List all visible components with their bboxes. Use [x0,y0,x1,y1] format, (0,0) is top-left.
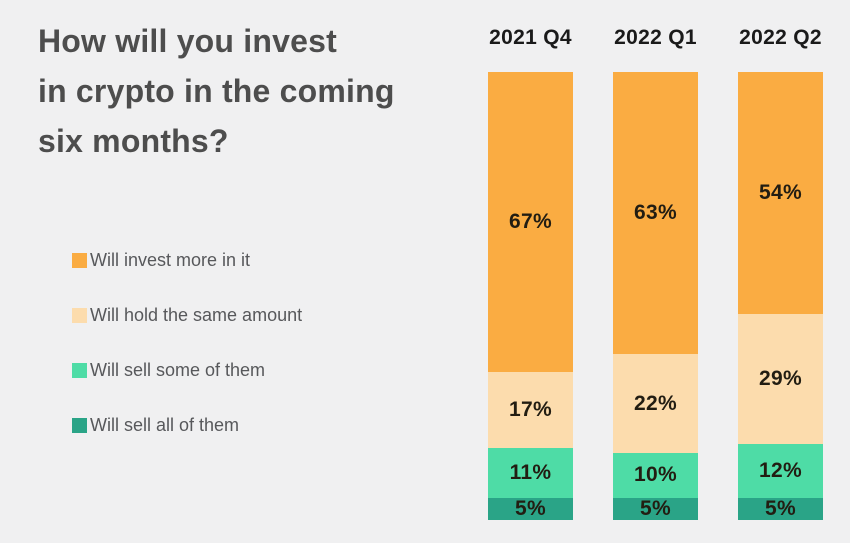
segment-value-label: 5% [765,496,796,520]
chart-title-line-2: in crypto in the coming [38,73,395,109]
legend-swatch-icon [72,418,87,433]
bar-column: 2022 Q2 54% 29% 12% 5% [738,26,823,520]
bar-segment-will-hold-the-same-amount: 29% [738,313,823,444]
bar-segment-will-sell-some-of-them: 10% [613,452,698,498]
stacked-bar: 54% 29% 12% 5% [738,72,823,520]
chart-title-line-1: How will you invest [38,23,337,59]
bar-segment-will-invest-more-in-it: 67% [488,72,573,373]
column-header: 2022 Q1 [614,26,697,49]
legend-label: Will hold the same amount [90,305,303,325]
segment-value-label: 10% [634,463,677,487]
legend-item: Will invest more in it [72,250,302,271]
column-header: 2021 Q4 [489,26,572,49]
bar-column: 2022 Q1 63% 22% 10% 5% [613,26,698,520]
legend-item: Will sell some of them [72,360,302,381]
stacked-bar: 63% 22% 10% 5% [613,72,698,520]
legend-swatch-icon [72,363,87,378]
segment-value-label: 67% [509,210,552,234]
bar-segment-will-hold-the-same-amount: 17% [488,372,573,449]
chart-title: How will you invest in crypto in the com… [38,16,395,166]
bar-segment-will-sell-some-of-them: 12% [738,443,823,498]
legend-item: Will hold the same amount [72,305,302,326]
segment-value-label: 5% [640,496,671,520]
segment-value-label: 29% [759,366,802,390]
bar-segment-will-invest-more-in-it: 54% [738,72,823,314]
segment-value-label: 63% [634,201,677,225]
segment-value-label: 54% [759,180,802,204]
segment-value-label: 11% [509,460,552,484]
bar-segment-will-sell-all-of-them: 5% [488,496,573,520]
legend-label: Will sell all of them [90,415,240,435]
bar-segment-will-sell-all-of-them: 5% [738,496,823,520]
legend-item: Will sell all of them [72,415,302,436]
legend-label: Will sell some of them [90,360,266,380]
bar-segment-will-invest-more-in-it: 63% [613,72,698,355]
segment-value-label: 12% [759,458,802,482]
segment-value-label: 17% [509,398,552,422]
legend: Will invest more in it Will hold the same… [72,250,302,436]
stacked-bar: 67% 17% 11% 5% [488,72,573,520]
chart-title-line-3: six months? [38,123,229,159]
segment-value-label: 22% [634,391,677,415]
legend-swatch-icon [72,253,87,268]
chart-area: 2021 Q4 67% 17% 11% 5% 2022 Q1 63% 22% 10% 5% 2022… [488,26,823,520]
legend-swatch-icon [72,308,87,323]
bar-segment-will-hold-the-same-amount: 22% [613,354,698,453]
segment-value-label: 5% [515,496,546,520]
legend-label: Will invest more in it [90,250,251,270]
bar-segment-will-sell-some-of-them: 11% [488,448,573,498]
column-header: 2022 Q2 [739,26,822,49]
bar-column: 2021 Q4 67% 17% 11% 5% [488,26,573,520]
bar-segment-will-sell-all-of-them: 5% [613,496,698,520]
